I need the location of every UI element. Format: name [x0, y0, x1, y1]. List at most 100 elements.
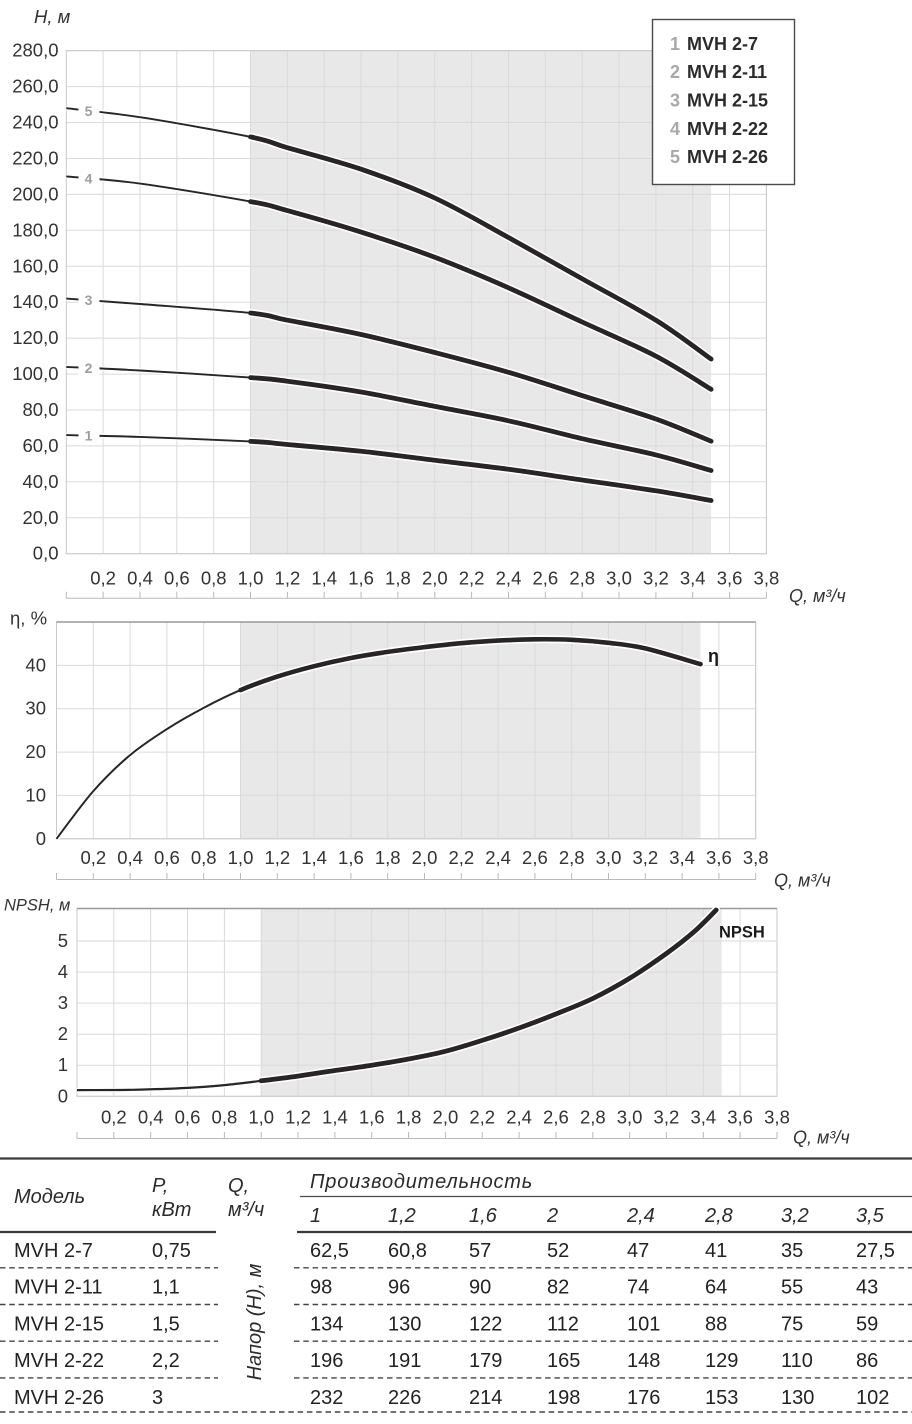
svg-text:260,0: 260,0	[12, 76, 58, 97]
svg-text:2: 2	[85, 360, 93, 376]
svg-text:MVH 2-26: MVH 2-26	[687, 147, 768, 167]
svg-text:62,5: 62,5	[310, 1240, 349, 1262]
svg-text:1,8: 1,8	[375, 847, 401, 868]
svg-text:2: 2	[546, 1205, 558, 1227]
svg-text:3,5: 3,5	[856, 1205, 885, 1227]
svg-text:160,0: 160,0	[12, 255, 58, 276]
svg-text:57: 57	[469, 1240, 491, 1262]
svg-text:55: 55	[781, 1277, 803, 1299]
svg-text:148: 148	[627, 1350, 660, 1372]
svg-text:H, м: H, м	[34, 6, 71, 27]
svg-text:86: 86	[856, 1350, 878, 1372]
svg-text:0,2: 0,2	[90, 568, 116, 589]
svg-text:3: 3	[152, 1387, 163, 1409]
svg-text:1: 1	[85, 428, 93, 444]
svg-text:232: 232	[310, 1387, 343, 1409]
svg-text:0,6: 0,6	[175, 1107, 201, 1128]
svg-text:214: 214	[469, 1387, 502, 1409]
svg-text:1,0: 1,0	[248, 1107, 274, 1128]
svg-text:0,6: 0,6	[154, 847, 180, 868]
svg-text:102: 102	[856, 1387, 889, 1409]
svg-text:129: 129	[705, 1350, 738, 1372]
svg-text:2,2: 2,2	[152, 1350, 180, 1372]
svg-text:134: 134	[310, 1313, 343, 1335]
svg-text:2,8: 2,8	[559, 847, 585, 868]
svg-text:0,4: 0,4	[138, 1107, 164, 1128]
svg-text:64: 64	[705, 1277, 727, 1299]
svg-text:1,0: 1,0	[228, 847, 254, 868]
svg-text:80,0: 80,0	[22, 399, 58, 420]
svg-text:0,4: 0,4	[127, 568, 153, 589]
svg-text:100,0: 100,0	[12, 363, 58, 384]
svg-text:3,4: 3,4	[690, 1107, 716, 1128]
svg-text:NPSH, м: NPSH, м	[4, 897, 70, 915]
svg-text:1,2: 1,2	[285, 1107, 311, 1128]
svg-text:200,0: 200,0	[12, 183, 58, 204]
svg-text:2: 2	[670, 62, 680, 82]
svg-text:1: 1	[670, 34, 680, 54]
svg-text:27,5: 27,5	[856, 1240, 895, 1262]
svg-text:0,2: 0,2	[101, 1107, 127, 1128]
svg-text:0,8: 0,8	[201, 568, 227, 589]
svg-text:MVH 2-22: MVH 2-22	[687, 119, 768, 139]
svg-text:2,6: 2,6	[532, 568, 558, 589]
svg-text:179: 179	[469, 1350, 502, 1372]
svg-text:1,6: 1,6	[469, 1205, 498, 1227]
svg-text:3,4: 3,4	[669, 847, 695, 868]
svg-text:1,6: 1,6	[348, 568, 374, 589]
svg-text:Q, м³/ч: Q, м³/ч	[789, 586, 846, 606]
svg-text:2,2: 2,2	[459, 568, 485, 589]
svg-text:3,6: 3,6	[706, 847, 732, 868]
svg-text:MVH 2-26: MVH 2-26	[14, 1387, 104, 1409]
svg-text:140,0: 140,0	[12, 291, 58, 312]
svg-text:MVH 2-11: MVH 2-11	[14, 1277, 103, 1299]
svg-text:1,6: 1,6	[359, 1107, 385, 1128]
svg-text:2,6: 2,6	[522, 847, 548, 868]
svg-text:2,0: 2,0	[422, 568, 448, 589]
svg-text:3: 3	[670, 91, 680, 111]
svg-text:88: 88	[705, 1313, 727, 1335]
svg-text:3,2: 3,2	[643, 568, 669, 589]
svg-text:3,8: 3,8	[754, 568, 780, 589]
svg-text:кВт: кВт	[152, 1199, 191, 1221]
svg-text:74: 74	[627, 1277, 649, 1299]
svg-text:1,2: 1,2	[388, 1205, 416, 1227]
svg-text:90: 90	[469, 1277, 491, 1299]
svg-text:110: 110	[781, 1350, 813, 1372]
svg-text:MVH 2-7: MVH 2-7	[687, 34, 758, 54]
svg-text:Модель: Модель	[14, 1186, 85, 1208]
svg-text:м³/ч: м³/ч	[228, 1199, 264, 1221]
svg-text:82: 82	[547, 1277, 569, 1299]
svg-text:191: 191	[388, 1350, 421, 1372]
svg-text:75: 75	[781, 1313, 803, 1335]
svg-text:176: 176	[627, 1387, 660, 1409]
svg-text:1,2: 1,2	[275, 568, 301, 589]
svg-text:3,6: 3,6	[717, 568, 743, 589]
svg-text:1: 1	[58, 1054, 68, 1075]
svg-text:130: 130	[388, 1313, 421, 1335]
svg-text:1,4: 1,4	[311, 568, 337, 589]
svg-text:1,4: 1,4	[322, 1107, 348, 1128]
svg-text:59: 59	[856, 1313, 878, 1335]
svg-text:P,: P,	[152, 1175, 168, 1197]
svg-text:2,8: 2,8	[704, 1205, 733, 1227]
svg-text:165: 165	[547, 1350, 580, 1372]
svg-text:40: 40	[25, 654, 46, 675]
svg-text:1,1: 1,1	[152, 1277, 180, 1299]
svg-text:1: 1	[310, 1205, 321, 1227]
svg-text:MVH 2-22: MVH 2-22	[14, 1350, 104, 1372]
svg-text:3,0: 3,0	[617, 1107, 643, 1128]
svg-text:60,8: 60,8	[388, 1240, 427, 1262]
svg-text:0: 0	[36, 828, 46, 849]
svg-text:0: 0	[58, 1085, 68, 1106]
svg-text:2,0: 2,0	[433, 1107, 459, 1128]
svg-text:198: 198	[547, 1387, 580, 1409]
svg-text:1,0: 1,0	[238, 568, 264, 589]
svg-text:43: 43	[856, 1277, 878, 1299]
svg-text:Q, м³/ч: Q, м³/ч	[774, 871, 831, 891]
svg-text:NPSH: NPSH	[719, 924, 765, 942]
svg-text:3,2: 3,2	[781, 1205, 809, 1227]
svg-text:96: 96	[388, 1277, 410, 1299]
svg-text:20,0: 20,0	[22, 507, 58, 528]
svg-text:3: 3	[58, 992, 68, 1013]
